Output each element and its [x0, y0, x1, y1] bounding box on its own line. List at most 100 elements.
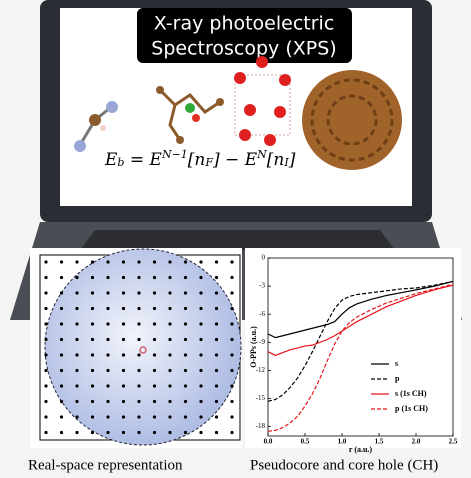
grid-point — [199, 353, 203, 357]
grid-points — [44, 260, 234, 435]
grid-point — [230, 260, 234, 264]
grid-point — [59, 384, 64, 388]
grid-point — [59, 415, 64, 419]
grid-point — [90, 353, 95, 357]
grid-point — [44, 415, 48, 419]
grid-point — [75, 260, 79, 264]
formula-part: [n — [188, 150, 206, 170]
grid-point — [214, 337, 219, 342]
grid-point — [106, 322, 110, 326]
grid-point — [44, 337, 48, 342]
molecule-chain — [156, 86, 224, 144]
right-panel — [245, 248, 461, 448]
grid-point — [75, 322, 79, 326]
grid-point — [90, 337, 95, 342]
y-tick-label: -6 — [259, 310, 265, 318]
grid-point — [183, 322, 188, 326]
caption: Pseudocore and core hole (CH) — [250, 457, 438, 473]
title-line: Spectroscopy (XPS) — [151, 38, 336, 60]
grid-point — [121, 275, 126, 280]
grid-point — [214, 384, 219, 388]
y-axis-label: O-PPs (a.u.) — [249, 326, 258, 368]
grid-point — [230, 430, 234, 435]
grid-point — [90, 430, 95, 435]
grid-point — [121, 430, 126, 435]
grid-point — [183, 353, 188, 357]
formula-part: [n — [267, 150, 285, 170]
grid-point — [44, 384, 48, 388]
y-tick-label: -18 — [256, 422, 266, 430]
formula-part: N — [256, 148, 267, 161]
legend-label: s (1s CH) — [395, 389, 427, 398]
grid-point — [183, 337, 188, 342]
grid-point — [59, 353, 64, 357]
grid-point — [44, 353, 48, 357]
grid-point — [44, 306, 48, 311]
grid-point — [230, 384, 234, 388]
grid-point — [230, 306, 234, 311]
grid-point — [75, 306, 79, 311]
grid-point — [168, 399, 172, 404]
grid-point — [59, 322, 64, 326]
grid-point — [44, 322, 48, 326]
grid-point — [152, 368, 157, 373]
grid-point — [230, 275, 234, 280]
grid-point — [106, 353, 110, 357]
grid-point — [106, 260, 110, 264]
grid-point — [106, 430, 110, 435]
formula-part: I — [283, 156, 289, 169]
grid-point — [152, 384, 157, 388]
grid-point — [59, 306, 64, 311]
molecule-small — [74, 101, 118, 152]
grid-point — [199, 415, 203, 419]
grid-point — [199, 337, 203, 342]
grid-point — [199, 291, 203, 295]
grid-point — [44, 399, 48, 404]
molecule-water-cluster — [234, 56, 291, 146]
grid-point — [137, 275, 141, 280]
grid-point — [90, 384, 95, 388]
grid-point — [106, 368, 110, 373]
grid-point — [44, 430, 48, 435]
grid-point — [59, 368, 64, 373]
grid-point — [152, 337, 157, 342]
grid-point — [121, 291, 126, 295]
grid-point — [214, 275, 219, 280]
grid-point — [199, 430, 203, 435]
series-line — [267, 280, 454, 402]
grid-point — [199, 399, 203, 404]
grid-point — [121, 368, 126, 373]
formula-part: = E — [124, 150, 162, 170]
grid-point — [106, 384, 110, 388]
grid-point — [137, 337, 141, 342]
grid-point — [59, 399, 64, 404]
title-line: X-ray photoelectric — [154, 13, 335, 35]
grid-point — [168, 291, 172, 295]
grid-point — [214, 306, 219, 311]
grid-point — [183, 399, 188, 404]
grid-point — [59, 291, 64, 295]
grid-point — [121, 415, 126, 419]
grid-point — [106, 415, 110, 419]
grid-point — [75, 399, 79, 404]
grid-point — [152, 306, 157, 311]
grid-point — [199, 322, 203, 326]
grid-point — [137, 384, 141, 388]
grid-point — [183, 430, 188, 435]
grid-point — [214, 322, 219, 326]
x-axis-label: r (a.u.) — [349, 445, 373, 454]
grid-point — [230, 337, 234, 342]
grid-point — [75, 353, 79, 357]
grid-point — [44, 291, 48, 295]
y-tick-label: -3 — [259, 282, 265, 290]
grid-point — [230, 291, 234, 295]
grid-point — [168, 275, 172, 280]
x-tick-label: 1.0 — [338, 438, 347, 446]
grid-point — [121, 399, 126, 404]
grid-point — [168, 322, 172, 326]
caption: Real-space representation — [28, 457, 183, 473]
grid-point — [90, 399, 95, 404]
molecule-fullerene — [302, 70, 402, 170]
formula-part: N−1 — [161, 148, 188, 161]
grid-point — [214, 399, 219, 404]
